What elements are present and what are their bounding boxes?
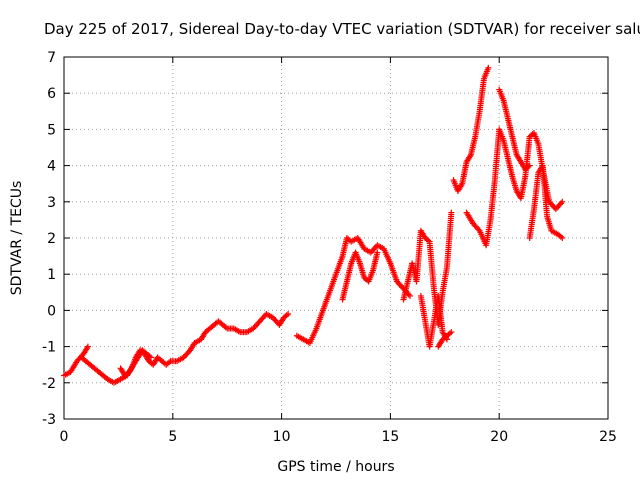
- x-tick-label: 15: [381, 429, 399, 445]
- x-tick-label: 0: [60, 429, 69, 445]
- series-10: [496, 86, 533, 173]
- x-tick-label: 20: [490, 429, 508, 445]
- series-7: [435, 329, 455, 350]
- data-point: [448, 329, 455, 336]
- y-tick-label: 3: [47, 195, 56, 211]
- data-point: [485, 64, 492, 71]
- y-axis-label: SDTVAR / TECUs: [9, 181, 25, 296]
- series-11: [526, 162, 566, 241]
- x-axis-label: GPS time / hours: [277, 459, 394, 475]
- data-point: [559, 235, 566, 241]
- y-tick-label: 1: [47, 267, 56, 283]
- series-9: [463, 126, 566, 249]
- data-point: [526, 162, 533, 169]
- data-point: [448, 209, 455, 216]
- y-tick-label: -1: [42, 340, 56, 356]
- series-8: [450, 64, 492, 194]
- series-6: [417, 292, 450, 350]
- x-tick-label: 10: [273, 429, 291, 445]
- data-point: [285, 311, 292, 318]
- series-3: [293, 235, 413, 346]
- y-tick-label: 0: [47, 303, 56, 319]
- y-tick-label: 4: [47, 159, 56, 175]
- axis-ticks: 0 5 10 15 20 25 -3 -2 -1 0 1 2 3 4 5 6 7: [42, 50, 617, 445]
- series-5: [400, 209, 455, 328]
- x-tick-label: 5: [168, 429, 177, 445]
- y-tick-label: 7: [47, 50, 56, 66]
- data-point: [148, 354, 155, 361]
- y-tick-label: -3: [42, 412, 56, 428]
- x-tick-label: 25: [599, 429, 617, 445]
- y-tick-label: 5: [47, 122, 56, 138]
- y-tick-label: 2: [47, 231, 56, 247]
- series-2: [117, 347, 155, 379]
- data-point: [374, 249, 381, 256]
- data-point: [406, 292, 413, 299]
- series-4: [339, 249, 381, 303]
- y-tick-label: -2: [42, 376, 56, 392]
- chart-title: Day 225 of 2017, Sidereal Day-to-day VTE…: [44, 20, 640, 38]
- grid-lines: [64, 57, 608, 419]
- data-point: [84, 343, 91, 350]
- data-point: [559, 198, 566, 205]
- series-1: [78, 311, 292, 386]
- data-points: [61, 64, 566, 386]
- y-tick-label: 6: [47, 86, 56, 102]
